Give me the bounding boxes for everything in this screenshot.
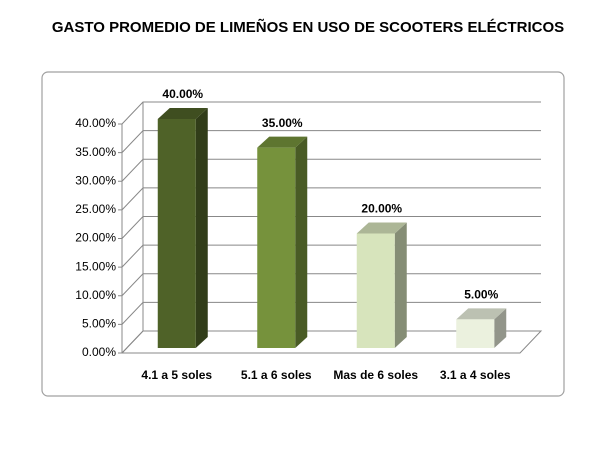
y-tick-label: 10.00% bbox=[75, 288, 116, 302]
x-tick-label: 5.1 a 6 soles bbox=[241, 368, 312, 382]
grid-line bbox=[121, 101, 541, 125]
grid-line bbox=[121, 187, 541, 211]
value-label: 35.00% bbox=[262, 116, 303, 130]
grid-line bbox=[121, 273, 541, 297]
bar-top bbox=[456, 308, 507, 320]
grid-line bbox=[121, 330, 541, 354]
bar-top bbox=[157, 108, 208, 119]
bar-side bbox=[195, 108, 208, 348]
value-label: 40.00% bbox=[162, 87, 203, 101]
y-tick-label: 0.00% bbox=[82, 345, 116, 359]
value-label: 5.00% bbox=[464, 288, 498, 302]
grid-line bbox=[121, 158, 541, 182]
bar bbox=[356, 233, 395, 348]
bar-side bbox=[295, 136, 308, 348]
y-tick-label: 35.00% bbox=[75, 145, 116, 159]
grid-line bbox=[121, 216, 541, 239]
bar bbox=[456, 319, 495, 348]
value-label: 20.00% bbox=[361, 202, 402, 216]
x-tick-label: Mas de 6 soles bbox=[333, 368, 418, 382]
y-tick-label: 15.00% bbox=[75, 259, 116, 273]
bar-side bbox=[394, 222, 407, 348]
bar-side bbox=[494, 308, 507, 348]
grid-line bbox=[121, 244, 541, 268]
y-tick-label: 40.00% bbox=[75, 116, 116, 130]
bar-top bbox=[356, 222, 407, 234]
bar-top bbox=[257, 136, 308, 148]
y-tick-label: 20.00% bbox=[75, 231, 116, 245]
grid-line bbox=[121, 301, 541, 325]
grid-line bbox=[121, 130, 541, 153]
bar bbox=[157, 119, 196, 348]
x-tick-label: 3.1 a 4 soles bbox=[440, 368, 511, 382]
bar bbox=[257, 147, 296, 348]
x-tick-label: 4.1 a 5 soles bbox=[141, 368, 212, 382]
chart-title: GASTO PROMEDIO DE LIMEÑOS EN USO DE SCOO… bbox=[52, 18, 564, 36]
y-tick-label: 25.00% bbox=[75, 202, 116, 216]
y-tick-label: 5.00% bbox=[82, 317, 116, 331]
y-tick-label: 30.00% bbox=[75, 173, 116, 187]
